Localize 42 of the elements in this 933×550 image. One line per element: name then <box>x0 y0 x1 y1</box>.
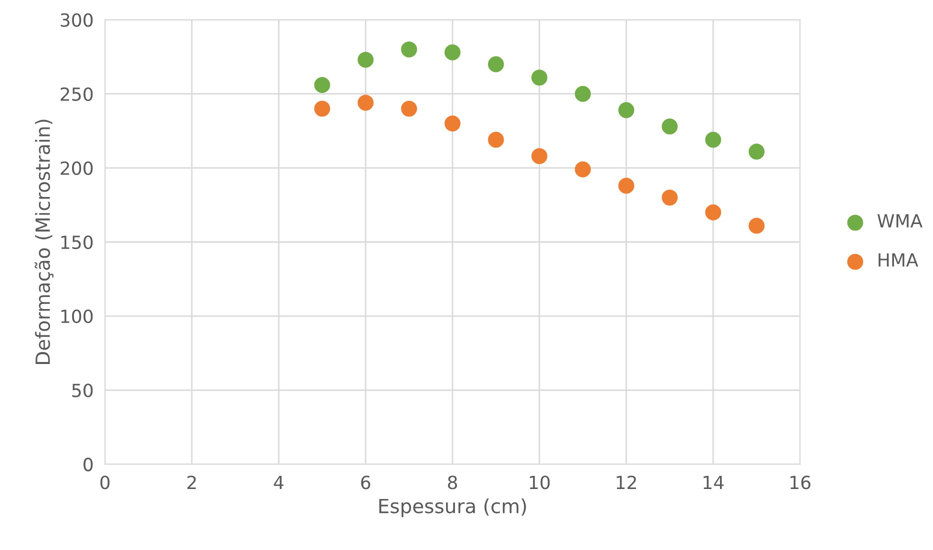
legend-label: WMA <box>877 214 923 228</box>
point <box>662 118 678 134</box>
legend-label: HMA <box>878 253 918 267</box>
x-tick-label: 2 <box>187 476 196 490</box>
y-tick-label: 100 <box>61 310 93 324</box>
point <box>488 56 504 72</box>
point <box>618 102 634 118</box>
x-tick-label: 16 <box>790 476 810 490</box>
x-tick-label: 6 <box>361 476 370 490</box>
x-tick-label: 0 <box>100 476 110 490</box>
point <box>358 52 374 68</box>
point <box>358 94 374 111</box>
y-axis-title: Deformação (Microstrain) <box>34 120 54 364</box>
x-tick-label: 10 <box>530 476 550 490</box>
y-tick-label: 200 <box>60 161 93 176</box>
point <box>705 204 722 220</box>
point <box>531 70 548 86</box>
point <box>401 100 418 117</box>
point <box>748 144 765 160</box>
point <box>444 116 460 132</box>
point <box>531 148 548 164</box>
x-axis-title: Espessura (cm) <box>379 498 526 518</box>
y-tick-label: 0 <box>84 458 93 472</box>
point <box>574 161 591 178</box>
point <box>748 218 765 234</box>
point <box>488 132 504 148</box>
x-tick-label: 8 <box>448 476 458 490</box>
y-tick-label: 50 <box>72 384 93 398</box>
point <box>401 41 418 58</box>
point <box>618 178 634 194</box>
y-tick-label: 250 <box>60 87 93 101</box>
y-tick-label: 300 <box>60 13 93 27</box>
point <box>574 86 591 102</box>
x-tick-label: 14 <box>704 476 724 490</box>
x-tick-label: 4 <box>274 476 284 490</box>
point <box>705 132 722 148</box>
point <box>314 77 330 93</box>
point <box>444 44 460 60</box>
point <box>314 100 330 117</box>
y-tick-label: 150 <box>61 235 93 250</box>
point <box>662 190 678 206</box>
x-tick-label: 12 <box>616 476 636 490</box>
